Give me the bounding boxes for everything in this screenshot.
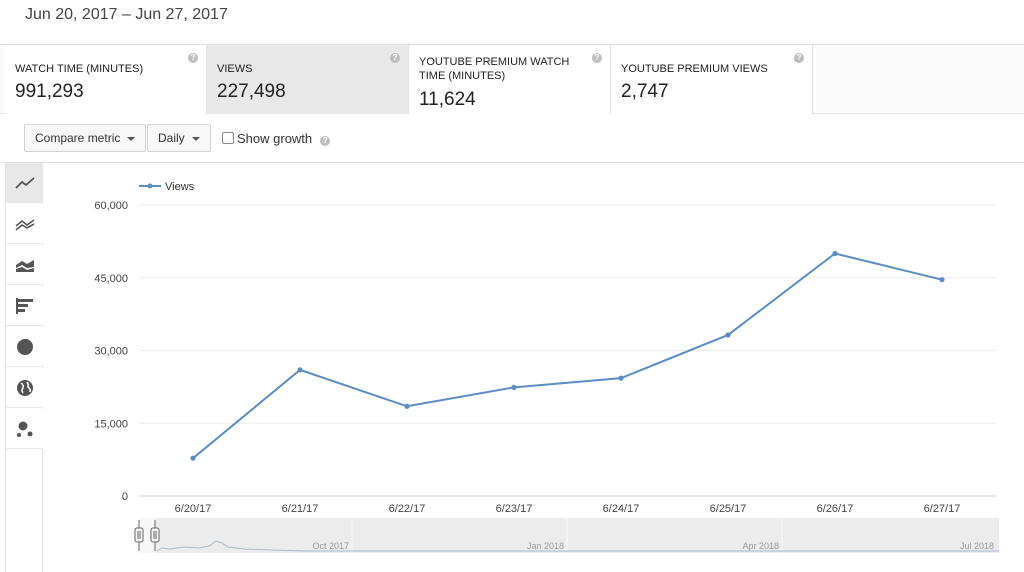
chart-type-bubble-button[interactable]	[6, 409, 43, 449]
metric-label: YOUTUBE PREMIUM WATCH TIME (MINUTES)	[419, 56, 570, 82]
data-point[interactable]	[511, 384, 517, 390]
navigator-handle[interactable]	[150, 527, 160, 543]
y-tick-label: 0	[122, 491, 128, 503]
help-icon[interactable]: ?	[794, 53, 804, 63]
chart-type-stacked-area-button[interactable]	[6, 245, 43, 285]
interval-label: Daily	[158, 131, 185, 145]
metric-label: YOUTUBE PREMIUM VIEWS	[621, 63, 768, 75]
multi-line-chart-icon	[14, 218, 34, 231]
show-growth-label: Show growth	[237, 131, 313, 146]
compare-metric-dropdown[interactable]: Compare metric	[24, 124, 147, 152]
views-line-chart: Views 0 15,000 30,000 45,000 60,000 6/20/17 6…	[94, 181, 999, 553]
map-globe-icon	[16, 379, 33, 396]
x-tick-label: 6/26/17	[817, 503, 854, 515]
chevron-down-icon	[191, 136, 200, 141]
series-line-views	[192, 252, 943, 459]
data-point[interactable]	[404, 403, 410, 409]
x-tick-label: 6/20/17	[175, 503, 212, 515]
show-growth-checkbox[interactable]	[222, 132, 234, 144]
y-tick-label: 60,000	[94, 200, 128, 212]
chart-type-line-button[interactable]	[6, 163, 43, 203]
y-tick-label: 15,000	[94, 418, 128, 430]
navigator-handle[interactable]	[134, 527, 144, 543]
metric-card-premium-views[interactable]: YOUTUBE PREMIUM VIEWS 2,747 ?	[611, 45, 813, 114]
y-tick-label: 45,000	[94, 273, 128, 285]
show-growth-toggle[interactable]: Show growth?	[222, 131, 331, 146]
compare-metric-label: Compare metric	[35, 131, 121, 145]
pie-chart-icon	[16, 337, 34, 355]
x-tick-label: 6/22/17	[389, 503, 426, 515]
data-point[interactable]	[939, 277, 945, 283]
x-tick-label: 6/25/17	[710, 503, 747, 515]
navigator-label: Apr 2018	[742, 541, 779, 551]
navigator-label: Oct 2017	[312, 541, 349, 551]
metric-card-premium-watch-time[interactable]: YOUTUBE PREMIUM WATCH TIME (MINUTES) 11,…	[409, 45, 611, 114]
x-tick-label: 6/21/17	[282, 503, 319, 515]
line-chart-icon	[14, 176, 35, 189]
metric-value: 991,293	[15, 81, 84, 102]
chart-type-toolbar	[5, 163, 43, 572]
metric-value: 227,498	[217, 81, 286, 102]
chart-type-multi-line-button[interactable]	[6, 204, 43, 244]
navigator-label: Jul 2018	[960, 541, 994, 551]
chart-type-map-button[interactable]	[6, 368, 43, 408]
data-point[interactable]	[832, 250, 838, 257]
x-tick-label: 6/24/17	[603, 503, 640, 515]
legend-label: Views	[165, 181, 195, 193]
navigator-label: Jan 2018	[527, 541, 564, 551]
x-tick-label: 6/23/17	[496, 503, 533, 515]
help-icon[interactable]: ?	[188, 53, 198, 63]
legend-marker	[147, 183, 153, 189]
data-point[interactable]	[618, 375, 624, 381]
navigator-selection[interactable]	[139, 518, 155, 553]
metric-label: VIEWS	[217, 63, 253, 75]
chart-type-bar-button[interactable]	[6, 286, 43, 326]
navigator-sparkline	[156, 540, 999, 552]
data-point[interactable]	[190, 455, 196, 461]
y-tick-label: 30,000	[94, 346, 128, 358]
chart-legend: Views	[139, 181, 195, 193]
bar-chart-icon	[15, 297, 33, 314]
help-icon[interactable]: ?	[320, 136, 331, 146]
chart-controls: Compare metric Daily Show growth?	[0, 114, 1024, 163]
metric-card-watch-time[interactable]: WATCH TIME (MINUTES) 991,293 ?	[5, 45, 207, 114]
navigator-track	[139, 518, 999, 553]
metric-value: 2,747	[621, 81, 669, 102]
metric-card-views[interactable]: VIEWS 227,498 ?	[207, 45, 409, 114]
help-icon[interactable]: ?	[592, 53, 602, 63]
chart-type-pie-button[interactable]	[6, 327, 43, 367]
x-tick-label: 6/27/17	[924, 503, 961, 515]
data-point[interactable]	[297, 367, 303, 373]
metric-label: WATCH TIME (MINUTES)	[15, 63, 144, 75]
bubble-chart-icon	[16, 421, 32, 437]
date-range[interactable]: Jun 20, 2017 – Jun 27, 2017	[25, 6, 228, 23]
stacked-area-icon	[15, 259, 34, 272]
chevron-down-icon	[127, 136, 136, 141]
help-icon[interactable]: ?	[390, 53, 400, 63]
metric-value: 11,624	[419, 89, 476, 110]
interval-dropdown[interactable]: Daily	[147, 124, 211, 152]
range-navigator[interactable]: Oct 2017 Jan 2018 Apr 2018 Jul 2018	[134, 518, 999, 553]
data-point[interactable]	[725, 332, 731, 338]
metric-selector-bar: WATCH TIME (MINUTES) 991,293 ? VIEWS 227…	[0, 44, 1024, 114]
